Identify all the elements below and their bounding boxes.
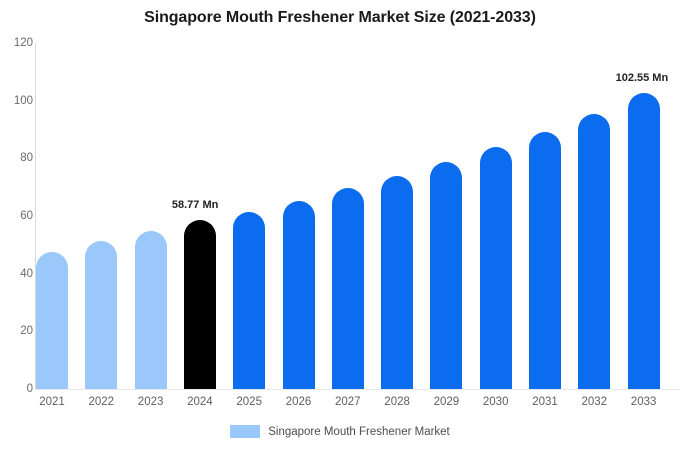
x-axis-baseline bbox=[35, 389, 680, 390]
y-axis-tick-label: 0 bbox=[26, 383, 33, 395]
bar-2030[interactable] bbox=[479, 147, 512, 389]
x-axis-tick-label: 2022 bbox=[88, 396, 115, 408]
x-axis-tick-label: 2031 bbox=[532, 396, 558, 408]
data-label-2024: 58.77 Mn bbox=[171, 198, 219, 211]
y-axis-tick-label: 20 bbox=[20, 325, 33, 338]
y-axis-line bbox=[35, 43, 36, 390]
bars-layer bbox=[36, 43, 680, 389]
bar-2031[interactable] bbox=[529, 131, 561, 389]
x-axis-tick-label: 2030 bbox=[482, 396, 509, 408]
x-axis-tick-label: 2028 bbox=[384, 396, 410, 408]
y-axis-tick-label: 60 bbox=[20, 210, 33, 222]
bar-2021[interactable] bbox=[36, 251, 68, 389]
x-axis-tick-label: 2033 bbox=[630, 396, 657, 408]
bar-2028[interactable] bbox=[381, 175, 414, 389]
x-axis-tick-label: 2021 bbox=[39, 396, 65, 408]
y-axis-tick-label: 120 bbox=[13, 37, 33, 49]
x-axis-tick-label: 2025 bbox=[236, 396, 262, 408]
bar-2026[interactable] bbox=[282, 201, 315, 389]
x-axis-tick-label: 2032 bbox=[581, 396, 608, 408]
bar-2033[interactable] bbox=[627, 93, 660, 389]
y-axis: 0 20 40 60 80 100 120 bbox=[0, 0, 33, 450]
x-axis-tick-label: 2023 bbox=[137, 396, 164, 408]
y-axis-tick-label: 40 bbox=[20, 267, 33, 280]
y-axis-tick-label: 80 bbox=[20, 152, 33, 165]
bar-2029[interactable] bbox=[430, 161, 463, 389]
legend-item[interactable]: Singapore Mouth Freshener Market bbox=[230, 425, 450, 438]
data-label-2033: 102.55 Mn bbox=[615, 72, 669, 85]
bar-2027[interactable] bbox=[331, 187, 364, 389]
x-axis-tick-label: 2029 bbox=[433, 396, 460, 408]
y-axis-tick-label: 100 bbox=[13, 94, 33, 107]
bar-2022[interactable] bbox=[85, 241, 118, 389]
bar-2023[interactable] bbox=[134, 231, 167, 389]
chart-title: Singapore Mouth Freshener Market Size (2… bbox=[144, 9, 536, 26]
bar-2025[interactable] bbox=[233, 211, 266, 389]
bar-2024[interactable] bbox=[183, 219, 216, 389]
x-axis-tick-label: 2027 bbox=[335, 396, 361, 408]
legend-label: Singapore Mouth Freshener Market bbox=[268, 425, 450, 438]
x-axis-tick-label: 2026 bbox=[285, 396, 312, 408]
chart-legend: Singapore Mouth Freshener Market bbox=[0, 425, 680, 438]
legend-swatch-icon bbox=[230, 425, 261, 438]
bar-2032[interactable] bbox=[578, 113, 611, 389]
x-axis-tick-label: 2024 bbox=[187, 396, 213, 408]
